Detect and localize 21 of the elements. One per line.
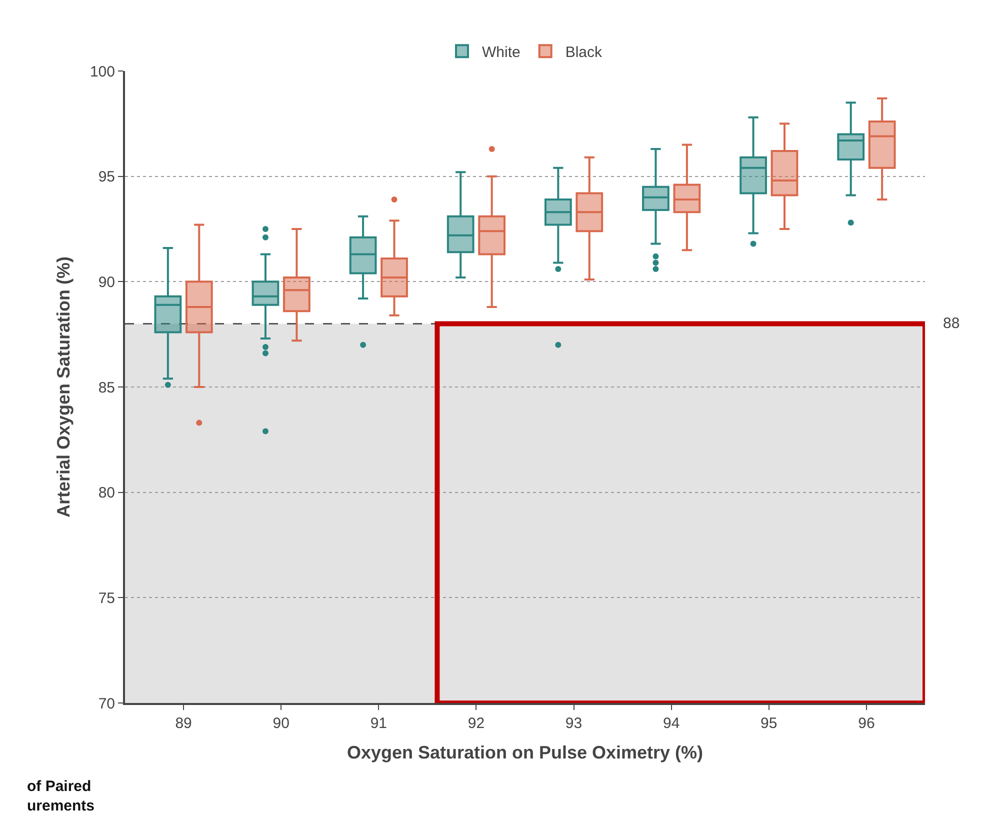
ref-line-label: 88	[943, 315, 960, 332]
y-tick-label: 95	[98, 168, 115, 186]
x-axis-title: Oxygen Saturation on Pulse Oximetry (%)	[346, 742, 704, 763]
y-tick-label: 90	[98, 274, 115, 291]
x-tick-label: 92	[468, 715, 485, 732]
y-tick-label: 85	[98, 379, 115, 396]
x-tick-label: 95	[760, 715, 778, 732]
y-tick-label: 80	[98, 484, 115, 502]
legend-label: White	[482, 44, 520, 61]
x-tick-label: 96	[858, 715, 875, 732]
x-tick-label: 91	[370, 715, 388, 732]
x-tick-label: 94	[662, 715, 680, 732]
x-tick-label: 90	[272, 715, 290, 732]
y-tick-label: 75	[98, 590, 115, 607]
y-tick-label: 70	[98, 695, 115, 712]
legend-label: Black	[565, 44, 603, 61]
x-tick-label: 93	[565, 715, 582, 732]
y-axis-title: Arterial Oxygen Saturation (%)	[54, 256, 74, 518]
text: of Paired urements	[27, 778, 95, 814]
x-tick-label: 89	[175, 715, 192, 732]
y-tick-label: 100	[90, 63, 115, 80]
